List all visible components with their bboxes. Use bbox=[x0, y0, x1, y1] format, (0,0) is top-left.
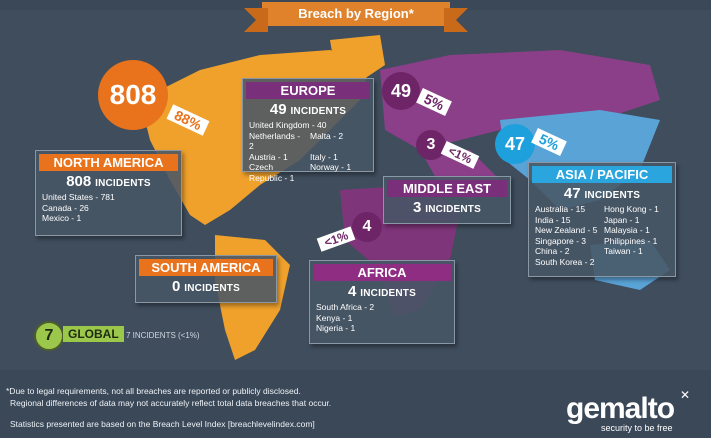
africa-list: South Africa - 2 Kenya - 1 Nigeria - 1 bbox=[310, 300, 454, 336]
list-item: New Zealand - 5 bbox=[535, 225, 598, 235]
count-label: INCIDENTS bbox=[184, 283, 240, 294]
europe-header: EUROPE bbox=[246, 82, 370, 99]
list-item: Malaysia - 1 bbox=[604, 225, 650, 235]
middle-east-circle: 3 bbox=[416, 130, 446, 160]
north-america-header: NORTH AMERICA bbox=[39, 154, 178, 171]
south-america-box: SOUTH AMERICA 0 INCIDENTS bbox=[135, 255, 277, 303]
middle-east-header: MIDDLE EAST bbox=[387, 180, 507, 197]
count-label: INCIDENTS bbox=[360, 288, 416, 299]
count-label: INCIDENTS bbox=[290, 106, 347, 117]
count-value: 808 bbox=[66, 173, 92, 190]
list-item: Taiwan - 1 bbox=[604, 246, 643, 256]
africa-circle: 4 bbox=[352, 212, 382, 242]
footer bbox=[0, 372, 711, 438]
middle-east-count: 3 INCIDENTS bbox=[384, 199, 510, 216]
north-america-count: 808 INCIDENTS bbox=[36, 173, 181, 190]
footnote-line2: Regional differences of data may not acc… bbox=[10, 398, 332, 408]
europe-box: EUROPE 49 INCIDENTS United Kingdom - 40 … bbox=[242, 78, 374, 183]
middle-east-circle-value: 3 bbox=[426, 136, 436, 153]
middle-east-box: MIDDLE EAST 3 INCIDENTS bbox=[383, 176, 511, 224]
logo-tagline: security to be free bbox=[601, 423, 673, 433]
list-item: Netherlands - 2 bbox=[249, 130, 301, 152]
south-america-header: SOUTH AMERICA bbox=[139, 259, 273, 276]
asia-pacific-circle: 47 bbox=[495, 124, 535, 164]
logo-star-icon: ✕ bbox=[680, 388, 691, 402]
count-label: INCIDENTS bbox=[95, 178, 151, 189]
list-item: Philippines - 1 bbox=[604, 235, 658, 246]
europe-count: 49 INCIDENTS bbox=[243, 101, 373, 118]
africa-circle-value: 4 bbox=[362, 218, 372, 235]
count-value: 47 bbox=[563, 185, 581, 202]
north-america-list: United States - 781 Canada - 26 Mexico -… bbox=[36, 190, 181, 226]
list-item: South Korea - 2 bbox=[535, 256, 595, 267]
list-item: Hong Kong - 1 bbox=[604, 204, 659, 214]
africa-box: AFRICA 4 INCIDENTS South Africa - 2 Keny… bbox=[309, 260, 455, 344]
count-label: INCIDENTS bbox=[425, 204, 481, 215]
north-america-box: NORTH AMERICA 808 INCIDENTS United State… bbox=[35, 150, 182, 236]
list-item: Malta - 2 bbox=[310, 130, 344, 141]
asia-pacific-count: 47 INCIDENTS bbox=[529, 185, 675, 202]
asia-pacific-box: ASIA / PACIFIC 47 INCIDENTS Australia - … bbox=[528, 162, 676, 277]
europe-list: United Kingdom - 40 Netherlands - 2 Malt… bbox=[243, 118, 373, 185]
list-item: China - 2 bbox=[535, 246, 570, 256]
list-item: Czech Republic - 1 bbox=[249, 162, 295, 183]
list-item: United Kingdom - 40 bbox=[249, 120, 327, 130]
count-value: 49 bbox=[269, 101, 287, 118]
asia-pacific-header: ASIA / PACIFIC bbox=[532, 166, 672, 183]
list-item: Kenya - 1 bbox=[316, 312, 353, 323]
south-america-count: 0 INCIDENTS bbox=[136, 278, 276, 295]
list-item: Australia - 15 bbox=[535, 204, 586, 214]
list-item: Japan - 1 bbox=[604, 214, 640, 225]
list-item: Norway - 1 bbox=[310, 162, 352, 172]
europe-circle: 49 bbox=[382, 72, 420, 110]
europe-circle-value: 49 bbox=[390, 81, 412, 101]
count-value: 3 bbox=[413, 199, 422, 216]
list-item: Italy - 1 bbox=[310, 151, 338, 162]
list-item: United States - 781 bbox=[42, 192, 115, 202]
north-america-circle-value: 808 bbox=[109, 79, 157, 110]
gemalto-logo: gemalto bbox=[566, 392, 675, 425]
global-label: GLOBAL bbox=[63, 326, 124, 342]
global-circle: 7 bbox=[34, 321, 64, 351]
list-item: Austria - 1 bbox=[249, 151, 288, 162]
list-item: Canada - 26 bbox=[42, 202, 89, 213]
footnote-line1: *Due to legal requirements, not all brea… bbox=[6, 386, 301, 396]
footnote-line3: Statistics presented are based on the Br… bbox=[10, 419, 315, 429]
count-value: 0 bbox=[172, 278, 181, 295]
global-text: 7 INCIDENTS (<1%) bbox=[126, 331, 200, 340]
list-item: Singapore - 3 bbox=[535, 235, 587, 246]
list-item: South Africa - 2 bbox=[316, 302, 375, 312]
africa-count: 4 INCIDENTS bbox=[310, 283, 454, 300]
list-item: India - 15 bbox=[535, 214, 571, 225]
africa-header: AFRICA bbox=[313, 264, 451, 281]
chart-title: Breach by Region* bbox=[298, 6, 414, 21]
asia-pacific-circle-value: 47 bbox=[504, 134, 526, 154]
count-value: 4 bbox=[348, 283, 357, 300]
list-item: Nigeria - 1 bbox=[316, 323, 356, 333]
asia-pacific-list: Australia - 15 Hong Kong - 1 India - 15 … bbox=[529, 202, 675, 269]
list-item: Mexico - 1 bbox=[42, 213, 82, 223]
count-label: INCIDENTS bbox=[584, 190, 641, 201]
map-panel: Breach by Region* 808 88% NORTH AMERICA … bbox=[0, 2, 711, 370]
title-banner: Breach by Region* bbox=[244, 2, 468, 32]
north-america-circle: 808 bbox=[98, 60, 168, 130]
